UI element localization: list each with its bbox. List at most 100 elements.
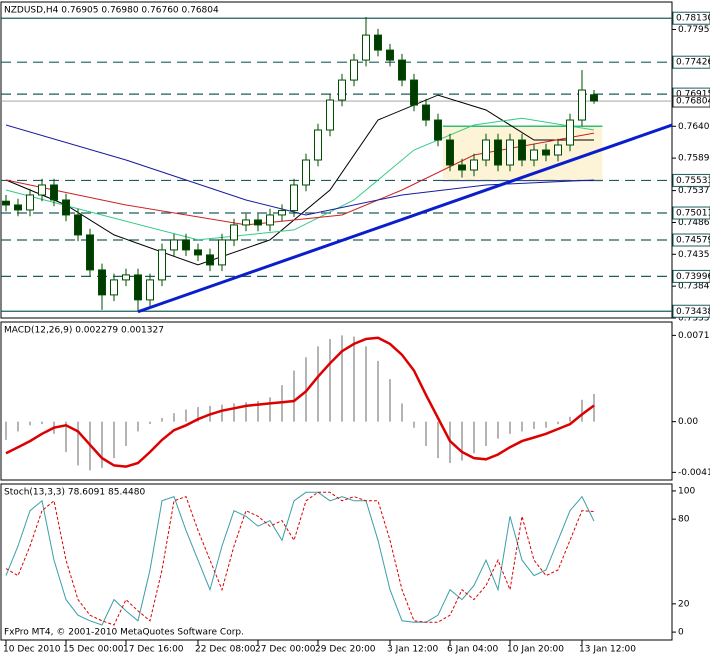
candle-body	[254, 219, 262, 226]
current-price-box	[672, 95, 710, 108]
candle-body	[278, 210, 286, 216]
x-tick-label: 10 Jan 20:00	[507, 645, 564, 655]
level-label-box	[672, 55, 710, 69]
x-tick-label: 27 Dec 00:00	[255, 645, 316, 655]
candle-body	[590, 94, 598, 102]
candle-body	[578, 89, 586, 121]
candle-body	[26, 194, 34, 211]
level-label: 0.77426	[676, 58, 710, 68]
candle-body	[86, 234, 94, 271]
x-tick-label: 6 Jan 04:00	[447, 645, 499, 655]
candle-body	[302, 159, 310, 186]
footer: FxPro MT4, © 2001-2010 MetaQuotes Softwa…	[4, 628, 244, 638]
panel-frame	[0, 483, 673, 641]
y-tick-label: 20	[678, 599, 690, 609]
level-label-box	[672, 206, 710, 220]
candle-body	[362, 34, 370, 61]
candle-body	[146, 279, 154, 301]
candle-body	[38, 184, 46, 196]
moving-average	[5, 117, 595, 241]
candle-body	[566, 119, 574, 146]
level-label-box	[672, 233, 710, 247]
trendline	[137, 123, 673, 314]
candle-body	[374, 34, 382, 51]
candle-body	[398, 59, 406, 81]
candle-body	[2, 200, 10, 206]
candle-body	[422, 104, 430, 121]
candle-body	[98, 269, 106, 296]
candle-body	[218, 239, 226, 266]
y-tick-label: 0	[678, 628, 684, 638]
candle-body	[14, 204, 22, 211]
x-tick-label: 17 Dec 16:00	[123, 645, 184, 655]
panel-frame	[0, 321, 673, 481]
stoch-line	[5, 491, 595, 626]
level-label-box	[672, 269, 710, 283]
candle-body	[62, 199, 70, 216]
level-label-box	[672, 173, 710, 187]
candle-body	[338, 79, 346, 101]
candle-body	[230, 224, 238, 241]
level-label: 0.76915	[676, 90, 710, 100]
level-label: 0.75533	[676, 176, 710, 186]
candle-body	[122, 274, 130, 281]
moving-average	[5, 94, 594, 266]
candle-body	[530, 149, 538, 161]
level-label: 0.73996	[676, 272, 710, 282]
panel-title: NZDUSD,H4 0.76905 0.76980 0.76760 0.7680…	[4, 6, 219, 16]
candle-body	[410, 79, 418, 106]
candle-body	[182, 239, 190, 251]
candle-body	[206, 254, 214, 266]
level-label: 0.74579	[676, 235, 710, 245]
candle-body	[242, 219, 250, 226]
level-label: 0.75011	[676, 209, 710, 219]
candle-body	[134, 274, 142, 301]
current-price-label: 0.76804	[676, 97, 710, 107]
candle-body	[470, 159, 478, 171]
candle-body	[170, 239, 178, 251]
candle-body	[158, 249, 166, 281]
candle-body	[194, 249, 202, 256]
candle-body	[446, 139, 454, 166]
candle-body	[110, 279, 118, 296]
panel-frame	[0, 1, 673, 319]
candle-body	[506, 139, 514, 166]
moving-average	[5, 124, 595, 216]
y-tick-label: 100	[678, 486, 695, 496]
y-tick-label: -0.00417	[678, 468, 710, 478]
candle-body	[386, 49, 394, 61]
x-tick-label: 29 Dec 20:00	[315, 645, 376, 655]
candle-body	[434, 119, 442, 141]
candle-body	[518, 139, 526, 161]
candle-body	[554, 144, 562, 156]
candle-body	[74, 214, 82, 236]
panel-title: Stoch(13,3,3) 78.6091 85.4480	[4, 488, 145, 498]
y-tick-label: 80	[678, 515, 690, 525]
candle-body	[314, 129, 322, 161]
level-label-box	[672, 304, 710, 318]
candle-body	[458, 164, 466, 171]
level-label-box	[672, 11, 710, 25]
x-tick-label: 15 Dec 00:00	[63, 645, 124, 655]
panel-title: MACD(12,26,9) 0.002279 0.001327	[4, 326, 164, 336]
x-tick-label: 3 Jan 12:00	[387, 645, 439, 655]
candle-body	[266, 214, 274, 226]
y-tick-label: 0.00	[678, 417, 698, 427]
stoch-line	[5, 491, 595, 626]
x-tick-label: 10 Dec 2010	[3, 645, 61, 655]
candle-body	[50, 184, 58, 201]
candle-body	[350, 59, 358, 81]
level-label: 0.73438	[676, 307, 710, 317]
candle-body	[542, 149, 550, 156]
